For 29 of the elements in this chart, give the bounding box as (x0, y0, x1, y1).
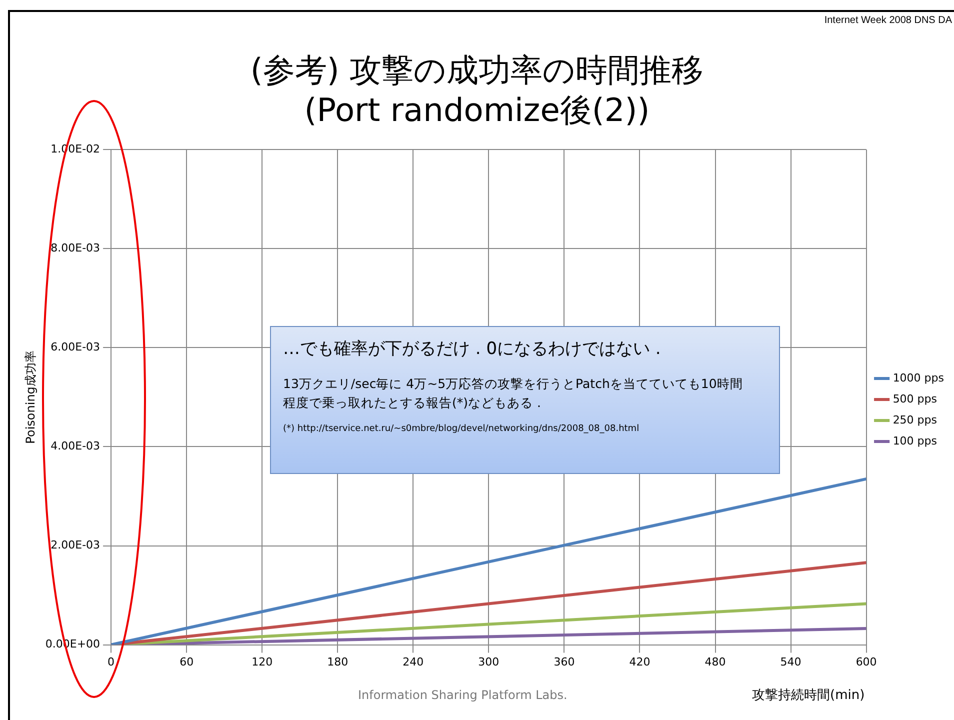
x-tick-label: 600 (856, 655, 877, 668)
y-tick-label: 4.00E-03 (50, 440, 100, 453)
x-tick-label: 120 (252, 655, 273, 668)
legend-label: 250 pps (892, 413, 938, 426)
x-tick-label: 360 (554, 655, 575, 668)
y-tick-label: 2.00E-03 (50, 538, 100, 552)
x-tick-label: 60 (180, 655, 194, 668)
text: Internet Week 2008 DNS DA (824, 15, 952, 26)
chart-subtitle: (Port randomize後(2)) (303, 90, 651, 130)
y-tick-label: 8.00E-03 (50, 242, 100, 254)
y-tick-label: 6.00E-03 (50, 340, 100, 354)
y-axis-title: Poisoning成功率 (23, 350, 38, 444)
callout-box: …でも確率が下がるだけ . 0になるわけではない . 13万クエリ/sec毎に 4万~5万応答の攻撃を行うとPatchを当てていても10時間程度で乗っ取れたとする報告(*)などもある . (*) http://tservice.net.ru/~s0mbre/blog/devel/networking/dns/2008_08_08.html (270, 326, 780, 474)
legend-label: 100 pps (892, 434, 938, 448)
legend-label: 500 pps (892, 392, 938, 406)
x-tick-label: 240 (402, 655, 424, 668)
annotation: 13万クエリ/sec毎に 4万~5万応答の攻撃を行うとPatchを当てていても10時間程度で乗っ取れたとする報告(*)などもある . (283, 375, 744, 412)
legend-label: 1000 pps (892, 371, 944, 384)
annotation: (*) http://tservice.net.ru/~s0mbre/blog/devel/networking/dns/2008_08_08.html (283, 424, 640, 434)
x-axis-title: 攻撃持続時間(min) (752, 687, 865, 704)
text: Information Sharing Platform Labs. (358, 688, 568, 702)
x-tick-label: 420 (629, 655, 650, 668)
x-tick-label: 300 (478, 655, 500, 668)
x-tick-label: 480 (704, 655, 726, 668)
x-tick-label: 0 (108, 655, 115, 668)
x-tick-label: 180 (327, 655, 348, 668)
annotation: …でも確率が下がるだけ . 0になるわけではない . (283, 338, 662, 360)
x-tick-label: 540 (780, 655, 802, 668)
chart-title: (参考) 攻撃の成功率の時間推移 (249, 50, 705, 90)
